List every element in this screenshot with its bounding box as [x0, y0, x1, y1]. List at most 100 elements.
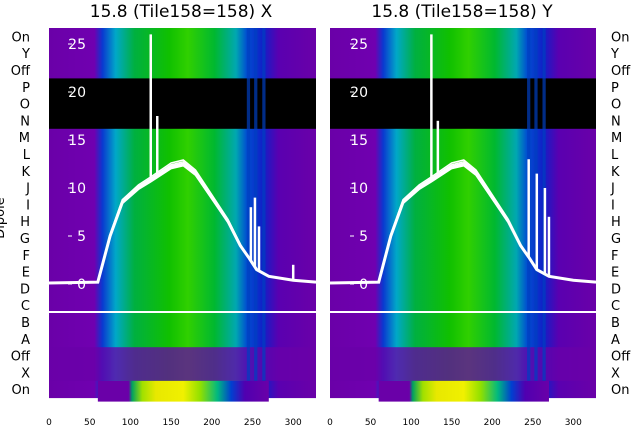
y-tick-label: 25	[350, 37, 368, 53]
heatmap-row	[330, 95, 596, 113]
y-tick-label: 15	[68, 133, 86, 149]
overlay-y-ticks: 0 5 10 15 20 25	[350, 37, 368, 293]
x-tick-label: 0	[327, 418, 333, 428]
row-label: L	[23, 148, 31, 163]
heatmap-row	[49, 78, 316, 96]
heatmap-row-on	[378, 380, 549, 402]
y-tick-label: 0	[77, 277, 86, 293]
y-tick-label: 25	[68, 37, 86, 53]
y-tick-label: 10	[68, 181, 86, 197]
row-label: N	[20, 114, 30, 129]
x-tick-label: 150	[163, 418, 180, 428]
heatmap-row-on	[97, 380, 269, 402]
x-tick-label: 100	[122, 418, 139, 428]
row-label: I	[26, 198, 30, 213]
row-label: On	[611, 383, 629, 398]
x-tick-label: 100	[403, 418, 420, 428]
spectrum-overlay	[48, 34, 317, 313]
x-tick-label: 150	[443, 418, 460, 428]
spectrum-overlay	[329, 34, 597, 313]
heatmap-image	[49, 28, 316, 402]
heatmap-row	[330, 78, 596, 96]
heatmap-row	[330, 196, 596, 214]
y-tick-label: 20	[68, 85, 86, 101]
row-label: C	[611, 299, 620, 314]
row-label: K	[611, 165, 620, 180]
heatmap-row	[330, 212, 596, 231]
heatmap-row	[49, 246, 316, 264]
row-label: Off	[611, 64, 631, 79]
y-tick-label: 10	[350, 181, 368, 197]
row-label: Y	[610, 47, 619, 62]
y-tick-label: 5	[359, 229, 368, 245]
row-label: F	[611, 249, 618, 264]
row-label: X	[611, 366, 620, 381]
heatmap-row	[49, 112, 316, 130]
row-label: O	[20, 98, 30, 113]
row-label: D	[20, 282, 30, 297]
spectrum-line	[48, 164, 317, 284]
row-label: M	[19, 131, 30, 146]
row-label: P	[611, 81, 619, 96]
heatmap-row	[330, 44, 596, 63]
panel-y: 15.8 (Tile158=158) Y On Y Off PONMLKJIHGFED…	[327, 2, 631, 428]
row-label: H	[611, 215, 621, 230]
flagged-channel	[246, 28, 251, 381]
row-label: C	[21, 299, 30, 314]
heatmap-row	[330, 313, 596, 331]
spectrum-line	[329, 164, 597, 284]
heatmap-row	[49, 212, 316, 231]
heatmap-image	[330, 28, 596, 402]
y-tick-label: 5	[77, 229, 86, 245]
x-tick-label: 200	[203, 418, 220, 428]
row-label: On	[611, 30, 629, 45]
x-tick-label: 50	[84, 418, 96, 428]
row-label: G	[20, 232, 30, 247]
row-label: J	[610, 182, 615, 197]
overlay-y-ticks: 0 5 10 15 20 25	[68, 37, 86, 293]
row-label: D	[611, 282, 621, 297]
row-label: B	[21, 316, 30, 331]
row-label: Y	[21, 47, 30, 62]
x-tick-label: 300	[565, 418, 582, 428]
row-label: Off	[11, 350, 31, 365]
heatmap-row-dim	[49, 347, 316, 381]
row-label: B	[611, 316, 620, 331]
heatmap-row	[49, 179, 316, 197]
heatmap-row	[49, 95, 316, 113]
row-label: E	[611, 266, 619, 281]
heatmap-row	[330, 330, 596, 348]
x-tick-label: 200	[484, 418, 501, 428]
row-label: Off	[611, 350, 631, 365]
row-label: E	[22, 266, 30, 281]
y-axis-label: Dipole	[0, 197, 8, 238]
y-tick-label: 15	[350, 133, 368, 149]
panel-x: 15.8 (Tile158=158) X OnYOffPONMLKJIHGFED…	[0, 2, 317, 428]
x-tick-label: 50	[365, 418, 377, 428]
x-tick-label: 0	[46, 418, 52, 428]
flagged-channel	[262, 28, 266, 381]
x-axis-ticks: 0 50 100 150 200 250 300	[46, 418, 302, 428]
row-label: J	[25, 182, 30, 197]
x-tick-label: 300	[285, 418, 302, 428]
row-label: K	[21, 165, 30, 180]
heatmap-row	[49, 229, 316, 247]
row-label: M	[611, 131, 622, 146]
row-label: On	[12, 30, 30, 45]
heatmap-row	[330, 112, 596, 130]
heatmap-row	[49, 28, 316, 46]
row-label: O	[611, 98, 621, 113]
row-label: X	[21, 366, 30, 381]
row-label: N	[611, 114, 621, 129]
heatmap-row	[49, 330, 316, 348]
heatmap-row	[49, 313, 316, 331]
row-label: I	[611, 198, 615, 213]
row-label: H	[20, 215, 30, 230]
x-tick-label: 250	[244, 418, 261, 428]
heatmap-row	[49, 128, 316, 147]
panel-title: 15.8 (Tile158=158) Y	[371, 2, 553, 22]
row-label: A	[21, 333, 30, 348]
